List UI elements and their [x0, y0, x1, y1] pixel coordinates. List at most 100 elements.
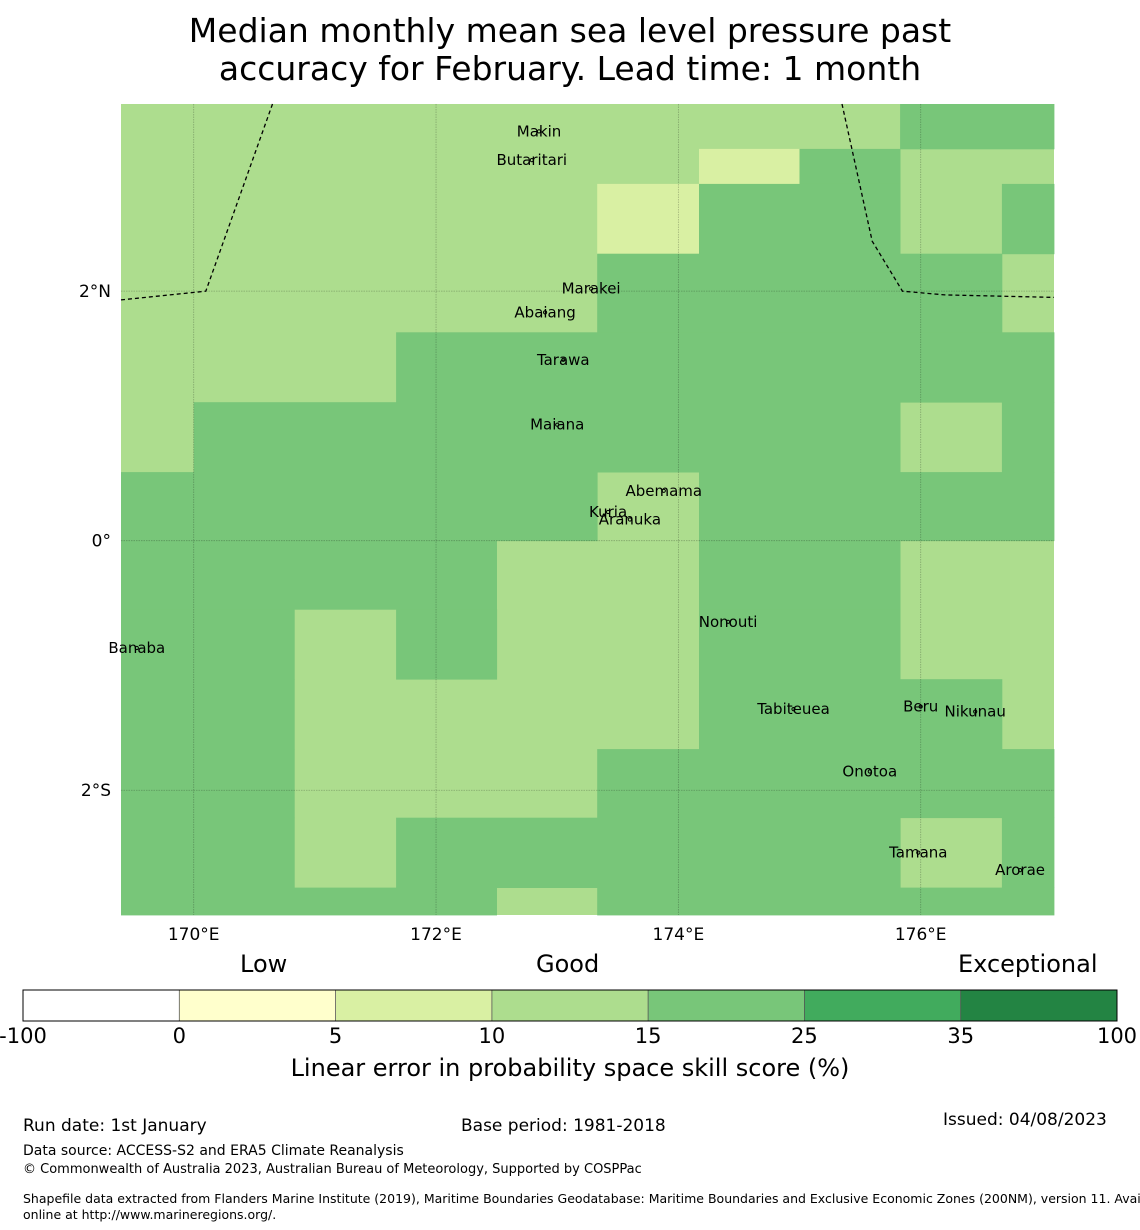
island-maiana: Maiana: [530, 416, 584, 434]
island-label: Nonouti: [699, 613, 758, 631]
island-marker: [661, 488, 666, 493]
island-label: Butaritari: [496, 151, 567, 169]
islands-layer: Makin Butaritari Marakei Abaiang Tarawa Maian…: [108, 122, 1045, 879]
colorbar-tick-label: -100: [0, 1024, 47, 1048]
colorbar-swatch: [179, 990, 336, 1021]
island-aranuka: Aranuka: [599, 511, 661, 529]
colorbar-tick-label: 100: [1096, 1024, 1138, 1048]
skill-grid-cell: [699, 472, 1055, 542]
island-tarawa: Tarawa: [536, 351, 590, 369]
island-tamana: Tamana: [888, 844, 947, 862]
island-label: Beru: [903, 698, 938, 716]
island-label: Tabiteuea: [756, 700, 830, 718]
island-butaritari: Butaritari: [496, 151, 567, 169]
island-label: Nikunau: [945, 703, 1006, 721]
chart-title: Median monthly mean sea level pressure p…: [0, 12, 1140, 88]
skill-grid-cell: [396, 609, 498, 680]
shapefile-credit: Shapefile data extracted from Flanders M…: [23, 1191, 1140, 1223]
island-marker: [973, 709, 978, 714]
longitude-tick-label: 176°E: [895, 925, 947, 945]
skill-grid-cell: [699, 609, 901, 680]
latitude-tick-label: 2°S: [81, 781, 111, 801]
legend-low-label: Low: [240, 950, 288, 978]
run-date: Run date: 1st January: [23, 1116, 207, 1136]
skill-grid-cell: [699, 679, 1003, 750]
skill-grid-cell: [121, 609, 295, 680]
skill-grid-cell: [699, 148, 800, 185]
island-marker: [134, 645, 139, 651]
longitude-tick-label: 174°E: [653, 925, 705, 945]
island-marker: [791, 707, 796, 712]
colorbar-tick-label: 5: [328, 1024, 343, 1048]
colorbar-swatch: [491, 990, 649, 1021]
colorbar-swatch: [960, 990, 1118, 1021]
title-line-2: accuracy for February. Lead time: 1 mont…: [218, 49, 922, 88]
shapefile-credit-line-1: Shapefile data extracted from Flanders M…: [23, 1191, 1140, 1206]
skill-grid-cell: [597, 253, 1003, 333]
island-marker: [726, 619, 731, 624]
island-marker: [529, 158, 534, 163]
island-marker: [555, 422, 560, 427]
longitude-tick-label: 170°E: [168, 925, 220, 945]
colorbar-tick-label: 15: [634, 1024, 662, 1048]
skill-grid-cell: [121, 817, 295, 888]
skill-grid-cell: [396, 817, 901, 888]
island-tabiteuea: Tabiteuea: [756, 700, 830, 718]
island-label: Makin: [517, 122, 562, 140]
longitude-tick-label: 172°E: [410, 925, 462, 945]
island-marker: [536, 129, 542, 134]
skill-grid-cell: [193, 402, 901, 473]
skill-grid-cell: [597, 183, 700, 255]
island-abemama: Abemama: [625, 482, 702, 500]
island-label: Tarawa: [536, 351, 590, 369]
colorbar-tick-label: 10: [478, 1024, 506, 1048]
island-arorae: Arorae: [995, 861, 1045, 879]
skill-grid-cell: [121, 472, 598, 542]
latitude-tick-label: 0°: [92, 532, 111, 552]
skill-grid-cell: [121, 679, 295, 750]
island-label: Abaiang: [514, 303, 575, 321]
island-marker: [867, 769, 872, 774]
maritime-boundaries: [120, 103, 1055, 301]
island-banaba: Banaba: [108, 639, 165, 657]
title-line-1: Median monthly mean sea level pressure p…: [188, 11, 952, 50]
island-label: Arorae: [995, 861, 1045, 879]
island-marker: [1018, 868, 1023, 873]
island-marker: [543, 310, 548, 315]
legend-good-label: Good: [536, 950, 600, 978]
skill-grid: [121, 104, 1055, 916]
island-marker: [918, 704, 923, 709]
issued-date: Issued: 04/08/2023: [943, 1110, 1107, 1130]
island-marakei: Marakei: [562, 280, 621, 298]
island-label: Maiana: [530, 416, 584, 434]
skill-grid-cell: [1001, 183, 1055, 255]
skill-grid-cell: [799, 148, 901, 185]
island-label: Aranuka: [599, 511, 661, 529]
copyright: © Commonwealth of Australia 2023, Austra…: [23, 1162, 642, 1177]
island-label: Abemama: [625, 482, 702, 500]
axis-tick-labels: 170°E 172°E 174°E 176°E 2°N 0° 2°S: [79, 282, 947, 945]
eez-boundary-line: [120, 103, 274, 301]
island-label: Tamana: [888, 844, 947, 862]
legend-exceptional-label: Exceptional: [958, 950, 1098, 978]
island-abaiang: Abaiang: [514, 303, 575, 321]
island-label: Marakei: [562, 280, 621, 298]
skill-grid-cell: [900, 104, 1055, 150]
skill-grid-cell: [597, 887, 1055, 916]
skill-grid-cell: [121, 887, 497, 916]
graticule: [121, 104, 1054, 915]
skill-grid-cell: [1001, 402, 1055, 473]
skill-grid-cell: [699, 183, 901, 255]
skill-grid-cell: [597, 749, 1055, 819]
colorbar-tick-label: 25: [791, 1024, 818, 1048]
island-nonouti: Nonouti: [699, 613, 758, 631]
colorbar-title: Linear error in probability space skill …: [290, 1054, 850, 1082]
island-label: Onotoa: [842, 763, 897, 781]
island-label: Kuria: [589, 503, 627, 521]
skill-grid-cell: [121, 749, 295, 819]
colorbar-tick-label: 0: [172, 1024, 186, 1048]
island-onotoa: Onotoa: [842, 763, 897, 781]
colorbar-swatch: [335, 990, 493, 1021]
colorbar-swatch: [23, 990, 180, 1021]
